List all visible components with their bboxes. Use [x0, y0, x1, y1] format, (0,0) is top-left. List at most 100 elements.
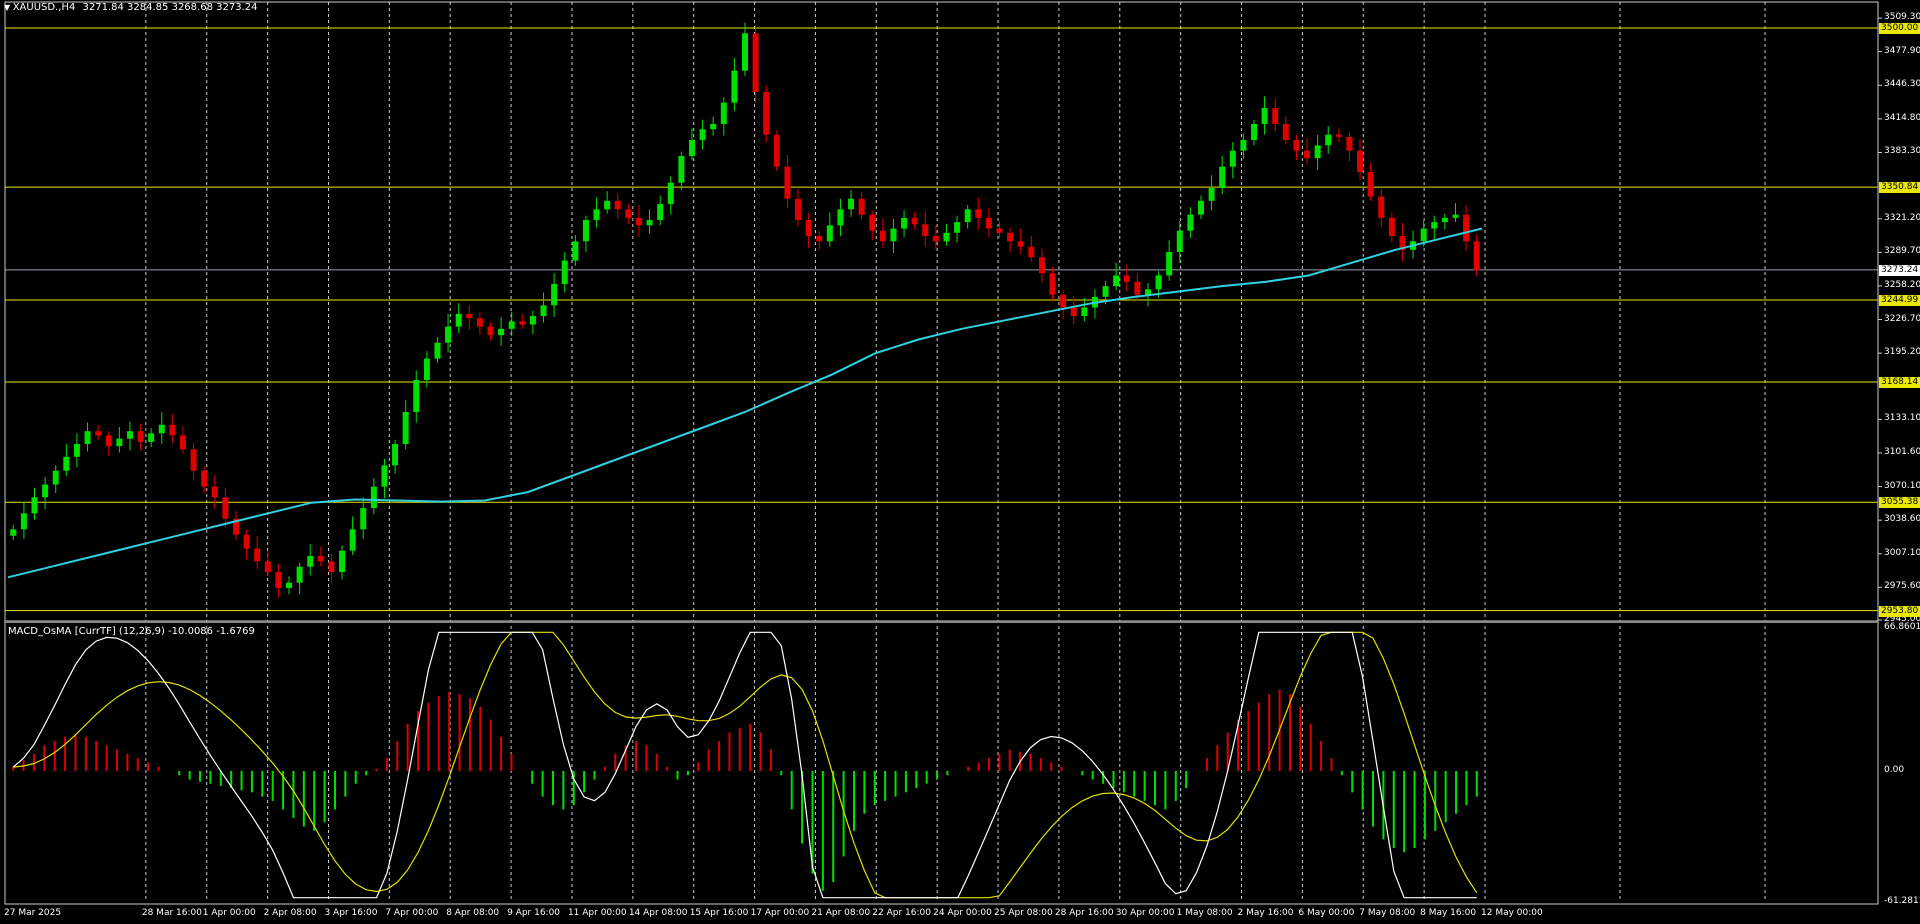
candle-body — [1335, 134, 1342, 137]
candle-body — [1367, 172, 1374, 197]
candle-body — [879, 230, 886, 242]
candle-body — [1113, 275, 1120, 287]
candle-body — [688, 140, 695, 156]
candle-body — [773, 134, 780, 167]
candle-body — [84, 431, 91, 444]
ohlc-values: 3271.84 3284.85 3268.68 3273.24 — [82, 2, 258, 13]
candle-body — [116, 438, 123, 447]
candle-body — [1240, 140, 1247, 151]
current-price-marker: 3273.24 — [1879, 264, 1920, 276]
price-tick-label: 3477.90 — [1884, 45, 1920, 56]
price-tick-label: 2945.00 — [1884, 614, 1920, 624]
candle-body — [1420, 228, 1427, 242]
candle-body — [932, 236, 939, 242]
candle-body — [922, 224, 929, 236]
time-tick-label: 7 May 08:00 — [1359, 908, 1416, 918]
time-tick-label: 7 Apr 00:00 — [385, 908, 439, 918]
candle-body — [455, 313, 462, 327]
candle-body — [307, 556, 314, 567]
candle-body — [1304, 150, 1311, 159]
macd-pane-frame — [4, 621, 1879, 905]
candle-body — [1282, 124, 1289, 140]
time-tick-label: 28 Apr 16:00 — [1054, 908, 1114, 918]
candle-body — [1357, 150, 1364, 172]
price-level-marker[interactable]: 3500.00 — [1879, 23, 1920, 34]
candle-body — [466, 313, 473, 319]
candle-body — [1028, 246, 1035, 258]
time-tick-label: 21 Apr 08:00 — [811, 908, 871, 918]
candle-body — [1038, 257, 1045, 274]
symbol-timeframe: XAUUSD.,H4 — [12, 2, 76, 13]
candle-body — [487, 326, 494, 336]
candle-body — [179, 435, 186, 450]
time-tick-label: 9 Apr 16:00 — [507, 908, 561, 918]
candle-body — [1473, 241, 1480, 271]
candle-body — [286, 582, 293, 588]
candle-body — [381, 465, 388, 487]
candle-body — [222, 497, 229, 519]
candle-body — [498, 328, 505, 336]
time-tick-label: 1 Apr 00:00 — [202, 908, 256, 918]
price-level-marker[interactable]: 3350.84 — [1879, 182, 1920, 194]
candle-body — [1070, 307, 1077, 316]
candle-body — [1007, 232, 1014, 242]
price-tick-label: 3446.30 — [1884, 79, 1920, 90]
candle-body — [1017, 241, 1024, 247]
candle-body — [328, 561, 335, 572]
candle-body — [752, 33, 759, 92]
candle-body — [551, 284, 558, 306]
candle-body — [254, 548, 261, 562]
symbol-header: ▼ XAUUSD.,H4 3271.84 3284.85 3268.68 327… — [4, 2, 257, 13]
time-tick-label: 24 Apr 00:00 — [933, 908, 992, 918]
candle-body — [975, 209, 982, 218]
candle-body — [720, 102, 727, 124]
candle-body — [1155, 275, 1162, 290]
candle-body — [42, 484, 49, 498]
time-tick-label: 2 May 16:00 — [1237, 908, 1294, 918]
time-tick-label: 8 Apr 08:00 — [446, 908, 500, 918]
price-level-marker[interactable]: 2953.80 — [1879, 605, 1920, 617]
candle-body — [20, 513, 27, 530]
candle-body — [911, 217, 918, 225]
time-tick-label: 8 May 16:00 — [1420, 908, 1477, 918]
price-tick-label: 3133.10 — [1884, 413, 1920, 424]
price-level-marker[interactable]: 3168.14 — [1879, 376, 1920, 388]
candle-body — [476, 318, 483, 327]
candle-body — [593, 209, 600, 220]
macd-tick-label: -61.2811 — [1884, 896, 1920, 906]
candle-body — [63, 456, 70, 471]
macd-tick-label: 0.00 — [1884, 764, 1905, 775]
candle-body — [360, 508, 367, 530]
candle-body — [349, 529, 356, 551]
candle-body — [954, 222, 961, 233]
indicator-header: MACD_OsMA [CurrTF] (12,26,9) -10.0086 -1… — [8, 626, 255, 637]
candle-body — [699, 129, 706, 140]
candle-body — [211, 486, 218, 498]
candle-body — [519, 321, 526, 325]
price-tick-label: 3414.80 — [1884, 112, 1920, 123]
candle-body — [1463, 214, 1470, 242]
time-tick-label: 30 Apr 00:00 — [1115, 908, 1175, 918]
time-tick-label: 15 Apr 16:00 — [689, 908, 749, 918]
price-level-marker[interactable]: 3244.99 — [1879, 295, 1920, 306]
candle-body — [434, 342, 441, 359]
candle-body — [837, 209, 844, 226]
macd-signal-line — [13, 631, 1478, 899]
candle-body — [1176, 230, 1183, 252]
candle-body — [1208, 188, 1215, 201]
price-level-marker[interactable]: 3055.38 — [1879, 497, 1920, 509]
chevron-down-icon[interactable]: ▼ — [4, 3, 13, 12]
candle-body — [1123, 275, 1130, 282]
candle-body — [126, 431, 133, 439]
price-tick-label: 3038.60 — [1884, 514, 1920, 525]
candle-body — [137, 431, 144, 442]
candle-body — [858, 198, 865, 215]
candle-body — [826, 225, 833, 242]
candle-body — [1346, 136, 1353, 151]
candle-body — [1081, 307, 1088, 316]
candle-body — [402, 412, 409, 444]
price-tick-label: 3007.10 — [1884, 547, 1920, 558]
macd-main-line — [12, 631, 1477, 899]
